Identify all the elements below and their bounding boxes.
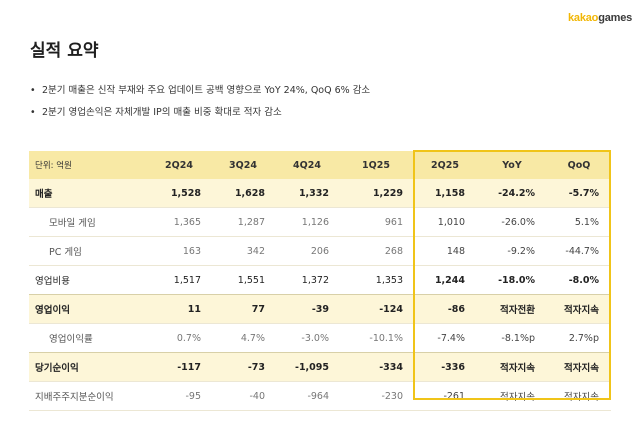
table-cell: 268 (339, 236, 413, 266)
table-cell: -8.0% (547, 265, 611, 295)
row-label: 모바일 게임 (29, 207, 147, 237)
table-cell: 적자지속 (477, 381, 547, 411)
table-cell: 1,353 (339, 265, 413, 295)
bullet-item: • 2분기 영업손익은 자체개발 IP의 매출 비중 확대로 적자 감소 (30, 106, 370, 128)
table-cell: -1,095 (275, 352, 339, 382)
table-cell: -39 (275, 294, 339, 324)
table-cell: -3.0% (275, 323, 339, 353)
table-cell: -334 (339, 352, 413, 382)
table-cell: 1,158 (413, 179, 477, 208)
financial-summary-table: 단위: 억원 2Q24 3Q24 4Q24 1Q25 2Q25 YoY QoQ … (29, 151, 611, 411)
table-cell: 4.7% (211, 323, 275, 353)
row-label: 영업이익 (29, 294, 147, 324)
table-cell: 0.7% (147, 323, 211, 353)
table-row: 지배주주지분순이익 -95 -40 -964 -230 -261 적자지속 적자… (29, 381, 611, 411)
table-cell: -964 (275, 381, 339, 411)
bullet-text: 2분기 영업손익은 자체개발 IP의 매출 비중 확대로 적자 감소 (42, 107, 282, 118)
table-cell: 1,229 (339, 179, 413, 208)
row-label: PC 게임 (29, 236, 147, 266)
summary-bullets: • 2분기 매출은 신작 부재와 주요 업데이트 공백 영향으로 YoY 24%,… (30, 84, 370, 128)
table-cell: 1,010 (413, 207, 477, 237)
table-cell: 1,365 (147, 207, 211, 237)
table-cell: -10.1% (339, 323, 413, 353)
table-cell: 적자지속 (547, 352, 611, 382)
table-cell: 1,126 (275, 207, 339, 237)
table-row: 당기순이익 -117 -73 -1,095 -334 -336 적자지속 적자지… (29, 352, 611, 382)
kakaogames-logo: kakaogames (568, 12, 633, 24)
table-cell: 1,332 (275, 179, 339, 208)
table-cell: -336 (413, 352, 477, 382)
table-cell: 5.1% (547, 207, 611, 237)
unit-header: 단위: 억원 (35, 161, 72, 171)
column-header: 4Q24 (293, 159, 321, 171)
table-cell: -40 (211, 381, 275, 411)
table-cell: -9.2% (477, 236, 547, 266)
column-header: QoQ (567, 159, 591, 171)
table-cell: -261 (413, 381, 477, 411)
table-header-row: 단위: 억원 2Q24 3Q24 4Q24 1Q25 2Q25 YoY QoQ (29, 151, 611, 179)
table-row: 모바일 게임 1,365 1,287 1,126 961 1,010 -26.0… (29, 207, 611, 237)
bullet-text: 2분기 매출은 신작 부재와 주요 업데이트 공백 영향으로 YoY 24%, … (42, 85, 371, 96)
table-cell: 163 (147, 236, 211, 266)
row-label: 매출 (29, 179, 147, 208)
table-cell: -7.4% (413, 323, 477, 353)
table-row: 영업비용 1,517 1,551 1,372 1,353 1,244 -18.0… (29, 265, 611, 295)
table-cell: 1,244 (413, 265, 477, 295)
table-cell: -95 (147, 381, 211, 411)
table-cell: 1,528 (147, 179, 211, 208)
row-label: 당기순이익 (29, 352, 147, 382)
table-cell: -44.7% (547, 236, 611, 266)
table-cell: -124 (339, 294, 413, 324)
table-cell: 342 (211, 236, 275, 266)
row-label: 영업이익률 (29, 323, 147, 353)
table-cell: 1,551 (211, 265, 275, 295)
table-row: 영업이익 11 77 -39 -124 -86 적자전환 적자지속 (29, 294, 611, 324)
table-row: 매출 1,528 1,628 1,332 1,229 1,158 -24.2% … (29, 179, 611, 208)
table-cell: 1,628 (211, 179, 275, 208)
table-cell: 1,517 (147, 265, 211, 295)
table-cell: 11 (147, 294, 211, 324)
table-cell: 적자지속 (547, 294, 611, 324)
table-row: 영업이익률 0.7% 4.7% -3.0% -10.1% -7.4% -8.1%… (29, 323, 611, 353)
table-row: PC 게임 163 342 206 268 148 -9.2% -44.7% (29, 236, 611, 266)
column-header: 2Q25 (431, 159, 459, 171)
column-header: 3Q24 (229, 159, 257, 171)
table-cell: -86 (413, 294, 477, 324)
column-header: 1Q25 (362, 159, 390, 171)
column-header: 2Q24 (165, 159, 193, 171)
table-cell: -26.0% (477, 207, 547, 237)
table-cell: 206 (275, 236, 339, 266)
table-cell: -8.1%p (477, 323, 547, 353)
table-cell: -73 (211, 352, 275, 382)
row-label: 지배주주지분순이익 (29, 381, 147, 411)
table-cell: -18.0% (477, 265, 547, 295)
table-cell: 1,287 (211, 207, 275, 237)
table-cell: 2.7%p (547, 323, 611, 353)
table-cell: 961 (339, 207, 413, 237)
table-cell: -24.2% (477, 179, 547, 208)
table-cell: 적자전환 (477, 294, 547, 324)
page-title: 실적 요약 (30, 41, 99, 61)
row-label: 영업비용 (29, 265, 147, 295)
table-cell: 148 (413, 236, 477, 266)
table-cell: 적자지속 (547, 381, 611, 411)
table-cell: -117 (147, 352, 211, 382)
table-cell: 77 (211, 294, 275, 324)
column-header: YoY (502, 159, 522, 171)
table-cell: 1,372 (275, 265, 339, 295)
table-cell: -5.7% (547, 179, 611, 208)
table-cell: -230 (339, 381, 413, 411)
table-cell: 적자지속 (477, 352, 547, 382)
bullet-item: • 2분기 매출은 신작 부재와 주요 업데이트 공백 영향으로 YoY 24%,… (30, 84, 370, 106)
